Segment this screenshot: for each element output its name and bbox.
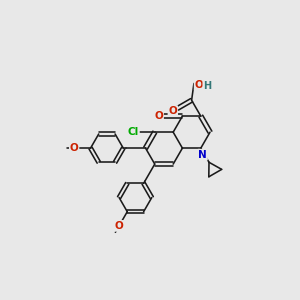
Text: O: O xyxy=(195,80,203,90)
Text: O: O xyxy=(154,111,163,121)
Text: N: N xyxy=(198,150,207,160)
Text: Cl: Cl xyxy=(128,127,139,137)
Text: O: O xyxy=(168,106,177,116)
Text: O: O xyxy=(70,143,79,153)
Text: O: O xyxy=(115,221,124,231)
Text: H: H xyxy=(203,81,212,92)
